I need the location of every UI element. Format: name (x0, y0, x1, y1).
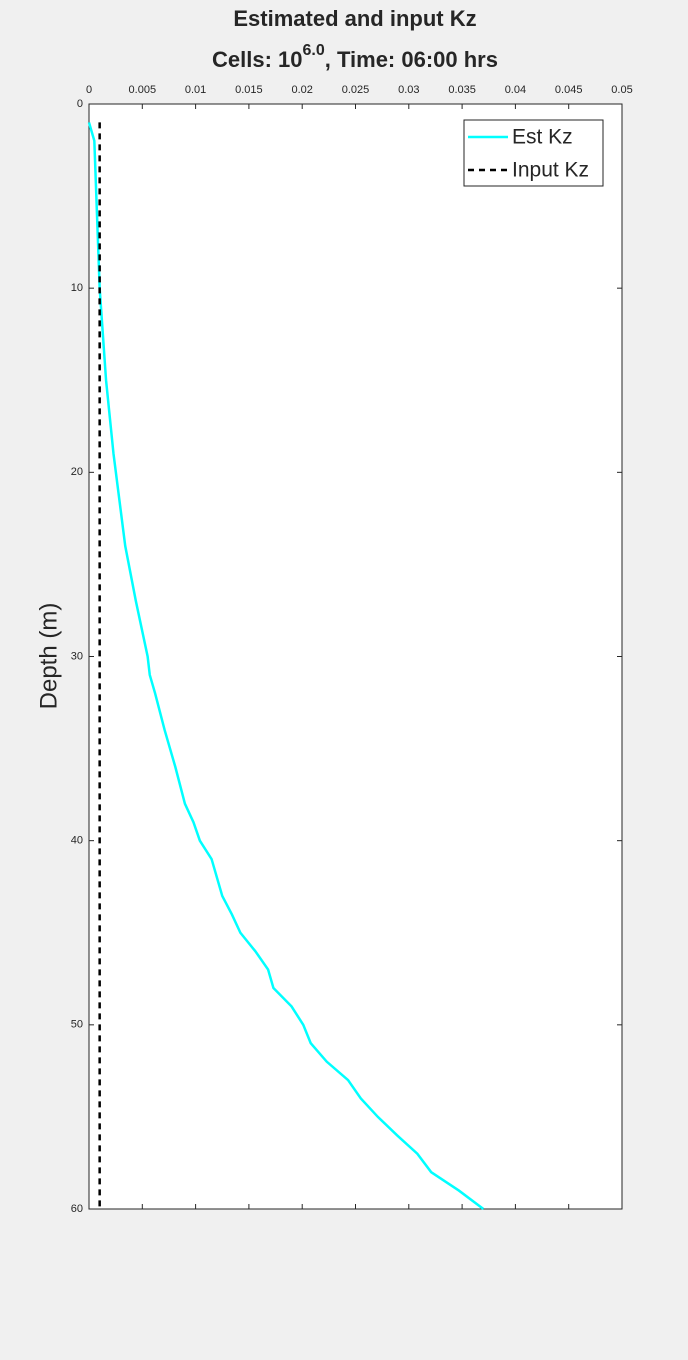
chart-subtitle: Cells: 106.0, Time: 06:00 hrs (212, 42, 498, 72)
legend-label: Est Kz (512, 126, 573, 149)
x-tick-label: 0.015 (235, 84, 263, 96)
x-tick-label: 0 (86, 84, 92, 96)
y-tick-label: 0 (77, 98, 83, 110)
y-tick-label: 50 (71, 1019, 83, 1031)
plot-area (88, 103, 623, 1210)
y-tick-label: 40 (71, 835, 83, 847)
x-tick-label: 0.03 (398, 84, 419, 96)
y-tick-label: 60 (71, 1203, 83, 1215)
y-axis-label: Depth (m) (35, 603, 62, 710)
x-tick-label: 0.04 (505, 84, 526, 96)
legend-label: Input Kz (512, 159, 589, 182)
x-tick-label: 0.025 (342, 84, 370, 96)
subtitle-superscript: 6.0 (303, 42, 325, 59)
subtitle-part: , Time: 06:00 hrs (325, 47, 498, 72)
y-tick-label: 30 (71, 650, 83, 662)
x-tick-label: 0.045 (555, 84, 583, 96)
legend-box (463, 119, 604, 187)
subtitle-part: Cells: 10 (212, 47, 303, 72)
x-tick-label: 0.02 (291, 84, 312, 96)
x-tick-label: 0.05 (611, 84, 632, 96)
x-tick-label: 0.035 (448, 84, 476, 96)
y-tick-label: 10 (71, 282, 83, 294)
x-tick-label: 0.01 (185, 84, 206, 96)
y-tick-label: 20 (71, 466, 83, 478)
x-tick-label: 0.005 (129, 84, 157, 96)
data-line (87, 122, 485, 1210)
chart-title: Estimated and input Kz (233, 6, 476, 31)
